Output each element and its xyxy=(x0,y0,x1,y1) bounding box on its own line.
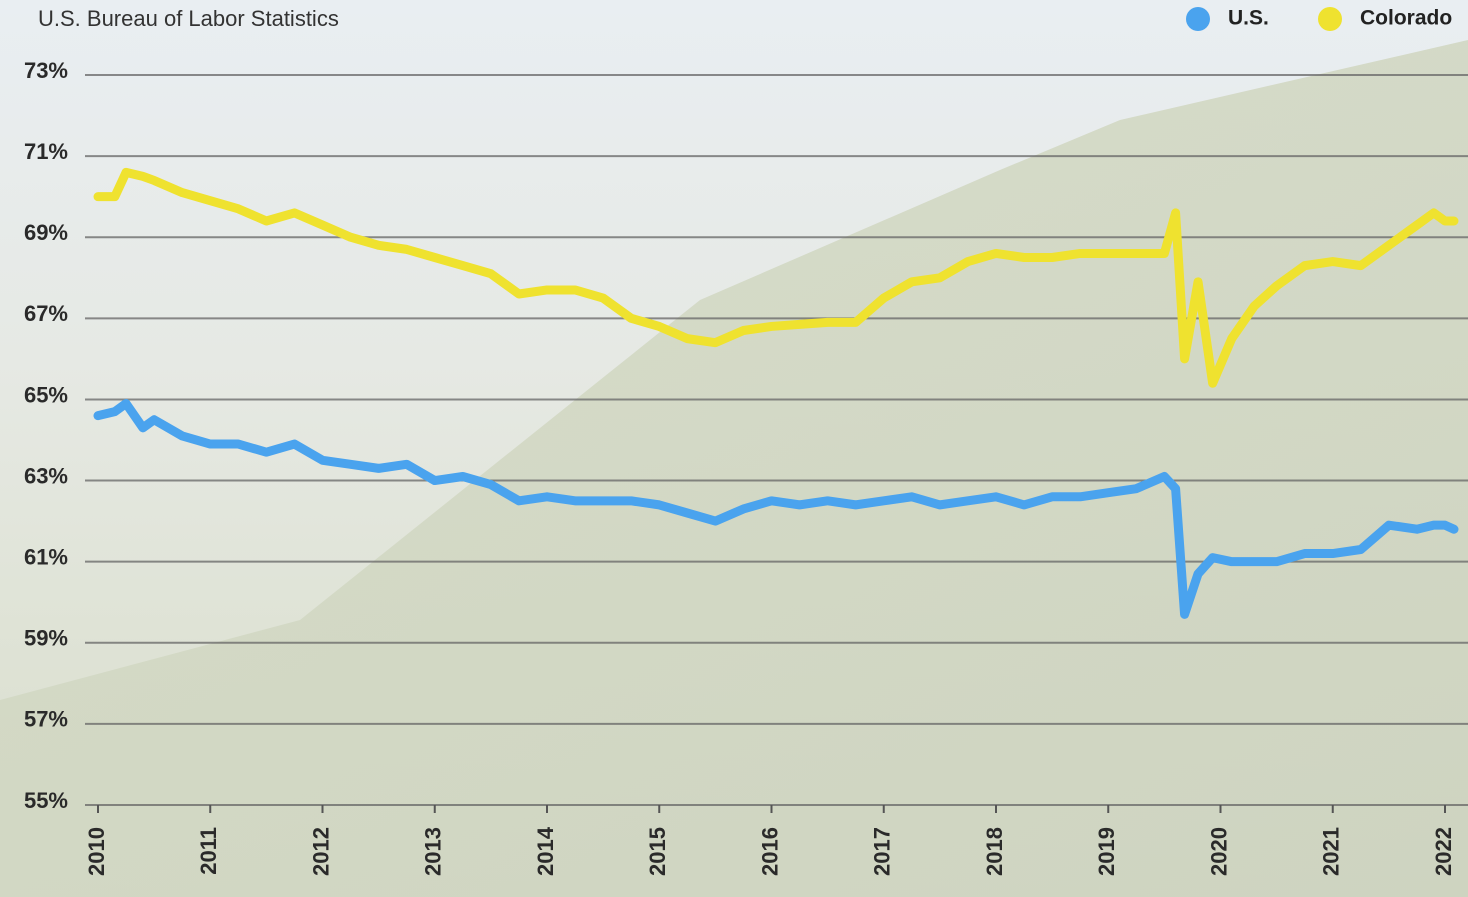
y-tick-label: 61% xyxy=(24,544,68,569)
y-tick-label: 69% xyxy=(24,220,68,245)
x-tick-label: 2021 xyxy=(1319,827,1344,876)
y-tick-label: 65% xyxy=(24,382,68,407)
legend-label: Colorado xyxy=(1360,7,1452,30)
y-tick-label: 73% xyxy=(24,58,68,83)
legend-label: U.S. xyxy=(1228,7,1269,30)
legend-marker xyxy=(1318,7,1342,31)
x-tick-label: 2018 xyxy=(982,827,1007,876)
x-tick-label: 2017 xyxy=(870,827,895,876)
x-tick-label: 2020 xyxy=(1206,827,1231,876)
y-tick-label: 57% xyxy=(24,707,68,732)
series-line xyxy=(93,399,1459,619)
x-tick-label: 2022 xyxy=(1431,827,1456,876)
x-tick-label: 2013 xyxy=(421,827,446,876)
x-tick-label: 2011 xyxy=(196,827,221,875)
y-tick-label: 55% xyxy=(24,788,68,813)
x-tick-label: 2012 xyxy=(308,827,333,876)
x-tick-label: 2015 xyxy=(645,827,670,876)
source: U.S. Bureau of Labor Statistics xyxy=(38,6,339,31)
y-tick-label: 67% xyxy=(24,301,68,326)
series-line xyxy=(93,167,1459,388)
x-tick-label: 2014 xyxy=(533,826,558,876)
x-tick-label: 2010 xyxy=(84,827,109,876)
y-tick-label: 59% xyxy=(24,626,68,651)
y-tick-label: 63% xyxy=(24,463,68,488)
y-tick-label: 71% xyxy=(24,139,68,164)
legend-marker xyxy=(1186,7,1210,31)
legend: U.S. Colorado xyxy=(1186,7,1452,31)
x-tick-label: 2016 xyxy=(757,827,782,876)
x-tick-label: 2019 xyxy=(1094,827,1119,876)
